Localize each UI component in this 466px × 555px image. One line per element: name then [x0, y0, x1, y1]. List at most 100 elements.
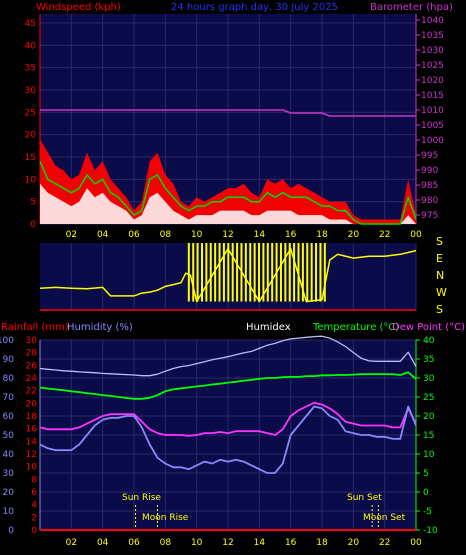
- temp-tick-label: -10: [423, 526, 438, 536]
- rain-tick-label: 20: [26, 399, 38, 409]
- wind-direction-line: [39, 247, 417, 303]
- humidity-tick-label: 30: [3, 469, 15, 479]
- wind-x-tick-label: 04: [97, 230, 109, 240]
- temp-x-tick-label: 08: [160, 538, 172, 548]
- temp-x-tick-label: 10: [191, 538, 203, 548]
- wind-x-tick-label: 06: [128, 230, 140, 240]
- sun-set-label: Sun Set: [347, 493, 382, 503]
- temp-x-tick-label: 14: [254, 538, 266, 548]
- rain-tick-label: 4: [31, 501, 37, 511]
- wind-tick-label: 30: [25, 86, 37, 96]
- humidity-tick-label: 100: [0, 336, 14, 346]
- temp-tick-label: 35: [423, 355, 434, 365]
- wind-min-area: [40, 183, 416, 224]
- humidity-line: [39, 405, 417, 474]
- barometer-line: [40, 109, 416, 117]
- wind-x-tick-label: 14: [254, 230, 266, 240]
- humidity-tick-label: 10: [3, 507, 15, 517]
- humidity-tick-label: 60: [3, 412, 15, 422]
- wind-x-tick-label: 22: [379, 230, 390, 240]
- rain-tick-label: 22: [26, 387, 37, 397]
- baro-tick-label: 1035: [421, 31, 444, 41]
- temp-tick-label: 30: [423, 374, 435, 384]
- compass-n: N: [436, 269, 444, 282]
- baro-tick-label: 1015: [421, 91, 444, 101]
- wind-x-tick-label: 02: [66, 230, 77, 240]
- baro-tick-label: 995: [421, 151, 438, 161]
- compass-s-bottom: S: [436, 303, 443, 316]
- rain-tick-label: 0: [31, 526, 37, 536]
- wind-x-tick-label: 08: [160, 230, 172, 240]
- rain-tick-label: 18: [26, 412, 38, 422]
- wind-tick-label: 0: [30, 220, 36, 230]
- wind-tick-label: 40: [25, 41, 37, 51]
- baro-tick-label: 1040: [421, 16, 444, 26]
- baro-tick-label: 1005: [421, 121, 444, 131]
- rain-tick-label: 16: [26, 425, 38, 435]
- humidity-tick-label: 0: [8, 526, 14, 536]
- temp-x-tick-label: 16: [285, 538, 297, 548]
- humidity-tick-label: 50: [3, 431, 15, 441]
- baro-tick-label: 1010: [421, 106, 444, 116]
- baro-tick-label: 1000: [421, 136, 444, 146]
- chart-title: 24 hours graph day, 30 July 2025: [171, 2, 338, 13]
- wind-tick-label: 20: [25, 131, 37, 141]
- wind-tick-label: 15: [25, 153, 36, 163]
- dewpoint-axis-label: Dew Point (°C): [392, 322, 465, 333]
- temp-tick-label: 15: [423, 431, 434, 441]
- wind-tick-label: 25: [25, 108, 36, 118]
- rain-tick-label: 26: [26, 361, 38, 371]
- grid: [40, 14, 417, 531]
- rain-tick-label: 12: [26, 450, 37, 460]
- wind-x-tick-label: 12: [222, 230, 233, 240]
- temp-x-tick-label: 18: [316, 538, 328, 548]
- wind-x-tick-label: 20: [348, 230, 360, 240]
- temp-x-tick-label: 00: [410, 538, 422, 548]
- humidex-line: [39, 335, 417, 377]
- baro-tick-label: 990: [421, 166, 438, 176]
- humidity-tick-label: 80: [3, 374, 15, 384]
- wind-tick-label: 5: [30, 198, 36, 208]
- wind-average-line: [39, 161, 417, 225]
- rain-tick-label: 24: [26, 374, 38, 384]
- temp-tick-label: 5: [423, 469, 429, 479]
- compass-w: W: [436, 286, 447, 299]
- temp-x-tick-label: 02: [66, 538, 77, 548]
- moon-rise-label: Moon Rise: [142, 513, 189, 523]
- baro-tick-label: 1020: [421, 76, 444, 86]
- temp-x-tick-label: 20: [348, 538, 360, 548]
- humidity-axis-label: Humidity (%): [67, 322, 133, 333]
- baro-tick-label: 975: [421, 211, 438, 221]
- rain-tick-label: 8: [31, 475, 37, 485]
- temp-tick-label: 25: [423, 393, 434, 403]
- humidity-tick-label: 20: [3, 488, 15, 498]
- tick-labels: 0510152025303540459759809859909951000100…: [0, 16, 444, 548]
- humidity-tick-label: 90: [3, 355, 15, 365]
- rain-tick-label: 6: [31, 488, 37, 498]
- sun-rise-label: Sun Rise: [122, 493, 161, 503]
- rain-tick-label: 2: [31, 513, 37, 523]
- rain-tick-label: 10: [26, 463, 38, 473]
- temp-x-tick-label: 04: [97, 538, 109, 548]
- wind-tick-label: 35: [25, 64, 36, 74]
- rain-tick-label: 14: [26, 437, 38, 447]
- baro-tick-label: 1025: [421, 61, 444, 71]
- temperature-line: [39, 371, 417, 400]
- rain-tick-label: 30: [26, 336, 38, 346]
- temp-x-tick-label: 06: [128, 538, 140, 548]
- baro-tick-label: 985: [421, 181, 438, 191]
- dewpoint-line: [39, 401, 417, 437]
- wind-tick-label: 45: [25, 19, 36, 29]
- compass-e: E: [436, 252, 443, 265]
- rain-tick-label: 28: [26, 349, 38, 359]
- humidity-tick-label: 40: [3, 450, 15, 460]
- temp-x-tick-label: 12: [222, 538, 233, 548]
- temp-tick-label: 20: [423, 412, 435, 422]
- rainfall-axis-label: Rainfall (mm): [1, 322, 69, 333]
- temp-tick-label: 0: [423, 488, 429, 498]
- humidex-label: Humidex: [246, 322, 291, 333]
- temperature-axis-label: Temperature (°C): [312, 322, 399, 333]
- temp-x-tick-label: 22: [379, 538, 390, 548]
